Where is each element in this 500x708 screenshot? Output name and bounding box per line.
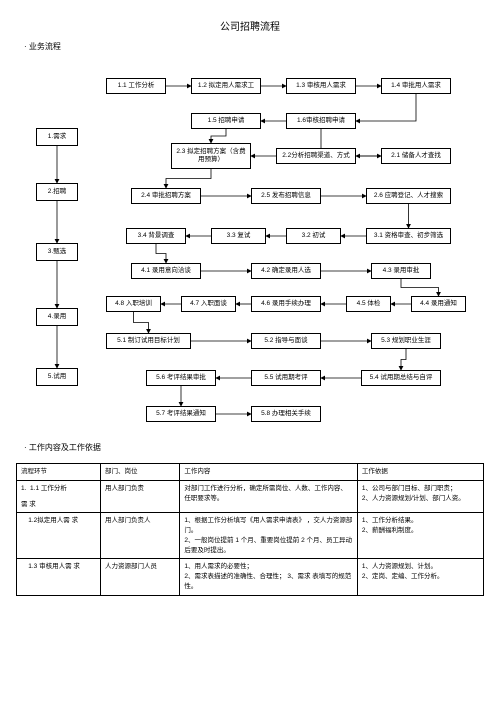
flow-node: 4.4 录用通知 <box>411 296 466 312</box>
flow-node: 3.1 资格审查、初步筛选 <box>366 228 451 244</box>
dept-cell: 用人部门负责 <box>101 480 180 513</box>
flow-node: 5.8 办理相关手续 <box>251 406 321 422</box>
flow-node: 5.3 规划职业生涯 <box>371 333 441 349</box>
step-cell: 1.3 审核用人需 求 <box>17 559 101 595</box>
step-cell: 1. 1.1 工作分析需 求 <box>17 480 101 513</box>
flow-node: 2.招聘 <box>36 183 78 201</box>
flow-node: 1.2 拟定用人需求工 <box>191 78 261 94</box>
flow-node: 3.4 背景调查 <box>126 228 186 244</box>
section-flow-label: · 业务流程 <box>24 41 484 52</box>
section-table-label: · 工作内容及工作依据 <box>24 442 484 453</box>
basis-cell: 1、公司与部门目标、部门职责； 2、人力资源规划/计划、部门人资。 <box>357 480 483 513</box>
flow-node: 4.3 录用审批 <box>371 263 431 279</box>
flow-node: 4.1 录用意向洽谈 <box>131 263 201 279</box>
flow-node: 4.5 体检 <box>346 296 391 312</box>
flow-node: 4.7 入职面谈 <box>181 296 236 312</box>
flow-node: 2.3 拟定招聘方案（含费用预算） <box>171 143 251 169</box>
flow-node: 5.6 考评结果审批 <box>146 370 216 386</box>
flow-node: 2.6 应聘登记、人才搜索 <box>366 188 451 204</box>
flow-node: 1.3 审核用人需求 <box>286 78 356 94</box>
flow-node: 5.1 制订试用目标计划 <box>106 333 191 349</box>
flow-node: 1.1 工作分析 <box>106 78 166 94</box>
table-row: 1.2拟定用人需 求用人部门负责人1、根据工作分析填写《用人需求申请表》 ，交人… <box>17 513 484 559</box>
flow-node: 3.甄选 <box>36 243 78 261</box>
table-row: 1. 1.1 工作分析需 求用人部门负责对部门工作进行分析，确定所需岗位、人数、… <box>17 480 484 513</box>
flow-node: 1.4 审批用人需求 <box>381 78 451 94</box>
table-row: 1.3 审核用人需 求人力资源部门人员1、用人需求的必要性； 2、需求表描述的准… <box>17 559 484 595</box>
flow-node: 5.试用 <box>36 368 78 386</box>
basis-cell: 1、人力资源规划、计划。 2、定岗、定编、工作分析。 <box>357 559 483 595</box>
th-dept: 部门、岗位 <box>101 464 180 481</box>
work-table: 流程环节 部门、岗位 工作内容 工作依据 1. 1.1 工作分析需 求用人部门负… <box>16 463 484 596</box>
th-basis: 工作依据 <box>357 464 483 481</box>
flow-node: 2.5 发布招聘信息 <box>251 188 321 204</box>
flow-node: 4.2 确定录用人选 <box>251 263 321 279</box>
flow-node: 1.需求 <box>36 128 78 146</box>
flow-node: 5.2 指导与面谈 <box>251 333 321 349</box>
flow-node: 2.4 审批招聘方案 <box>131 188 201 204</box>
flow-node: 4.录用 <box>36 308 78 326</box>
flow-node: 5.4 试用期总结与自评 <box>361 370 441 386</box>
step-cell: 1.2拟定用人需 求 <box>17 513 101 559</box>
dept-cell: 人力资源部门人员 <box>101 559 180 595</box>
flow-node: 2.2分析招聘渠道、方式 <box>276 148 356 164</box>
flow-node: 2.1 储备人才查找 <box>381 148 451 164</box>
flow-node: 3.3 复试 <box>211 228 266 244</box>
flow-node: 5.7 考评结果通知 <box>146 406 216 422</box>
work-cell: 1、根据工作分析填写《用人需求申请表》 ，交人力资源部门。 2、一般岗位提前 1… <box>180 513 357 559</box>
page-title: 公司招聘流程 <box>16 18 484 33</box>
dept-cell: 用人部门负责人 <box>101 513 180 559</box>
flow-node: 5.5 试用期考评 <box>251 370 321 386</box>
basis-cell: 1、工作分析结果。 2、薪酬福利制度。 <box>357 513 483 559</box>
flow-node: 4.6 录用手续办理 <box>251 296 321 312</box>
flow-node: 1.6审核招聘申请 <box>286 113 356 129</box>
work-table-wrap: 流程环节 部门、岗位 工作内容 工作依据 1. 1.1 工作分析需 求用人部门负… <box>16 463 484 596</box>
th-stage: 流程环节 <box>17 464 101 481</box>
flow-node: 1.5 招聘申请 <box>191 113 261 129</box>
th-work: 工作内容 <box>180 464 357 481</box>
flowchart-container: 1.需求 2.招聘 3.甄选 4.录用 5.试用 1.1 工作分析 1.2 拟定用人需求工 1… <box>16 58 484 438</box>
flow-node: 3.2 初试 <box>286 228 341 244</box>
work-cell: 1、用人需求的必要性； 2、需求表描述的准确性、合理性； 3、需求 表填写的规范… <box>180 559 357 595</box>
work-cell: 对部门工作进行分析，确定所需岗位、人数、工作内容、任职要求等。 <box>180 480 357 513</box>
flow-node: 4.8 入职培训 <box>106 296 161 312</box>
